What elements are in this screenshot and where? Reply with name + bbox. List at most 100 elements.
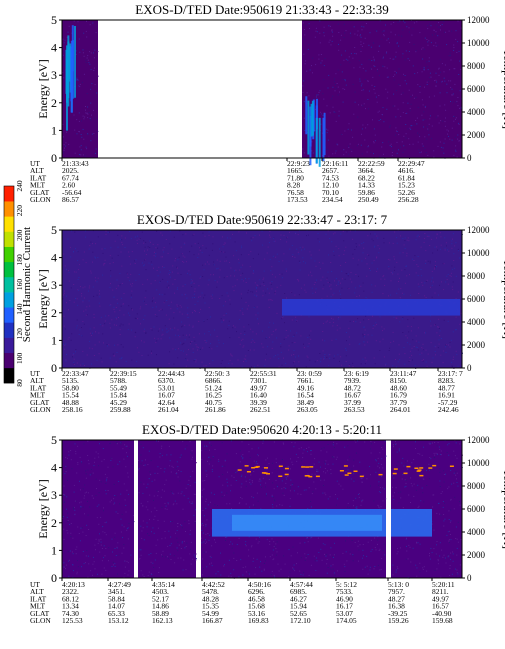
noise-pixel xyxy=(288,345,290,347)
noise-pixel xyxy=(346,231,348,233)
noise-pixel xyxy=(76,319,78,321)
noise-pixel xyxy=(150,511,152,513)
noise-pixel xyxy=(419,353,421,355)
noise-pixel xyxy=(205,525,207,527)
noise-pixel xyxy=(162,266,163,268)
noise-pixel xyxy=(373,259,375,261)
noise-pixel xyxy=(320,54,322,55)
noise-pixel xyxy=(115,511,117,513)
noise-pixel xyxy=(72,354,74,356)
noise-pixel xyxy=(157,275,159,277)
noise-pixel xyxy=(433,452,435,454)
noise-pixel xyxy=(265,459,267,461)
noise-pixel xyxy=(330,262,332,263)
noise-pixel xyxy=(285,482,287,484)
noise-pixel xyxy=(381,156,383,158)
noise-pixel xyxy=(275,256,277,258)
noise-pixel xyxy=(151,301,153,303)
noise-pixel xyxy=(274,240,276,242)
noise-pixel xyxy=(64,494,66,496)
orbit-cell: 261.86 xyxy=(205,405,226,414)
noise-pixel xyxy=(321,448,323,450)
orbit-cell: 4:27:49 xyxy=(108,580,131,589)
noise-pixel xyxy=(355,274,357,275)
noise-pixel xyxy=(303,347,305,349)
noise-pixel xyxy=(174,500,176,502)
noise-pixel xyxy=(424,233,426,234)
noise-pixel xyxy=(398,502,400,504)
orbit-cell: 263.53 xyxy=(344,405,365,414)
noise-pixel xyxy=(151,574,153,575)
noise-pixel xyxy=(161,489,163,491)
noise-pixel xyxy=(428,60,430,62)
noise-pixel xyxy=(138,469,140,471)
noise-pixel xyxy=(105,489,107,491)
noise-pixel xyxy=(269,299,271,301)
noise-pixel xyxy=(181,326,183,328)
noise-pixel xyxy=(292,546,294,548)
noise-pixel xyxy=(96,505,98,507)
noise-pixel xyxy=(453,508,455,510)
orbit-row-label: GLAT xyxy=(30,398,50,407)
orbit-cell: 3664. xyxy=(358,166,375,175)
noise-pixel xyxy=(409,350,411,352)
noise-pixel xyxy=(274,293,276,295)
noise-pixel xyxy=(413,317,415,319)
noise-pixel xyxy=(334,90,336,92)
noise-pixel xyxy=(420,246,422,248)
noise-pixel xyxy=(409,59,411,61)
noise-pixel xyxy=(66,529,68,531)
noise-pixel xyxy=(357,264,359,266)
noise-pixel xyxy=(84,286,86,288)
noise-pixel xyxy=(434,265,436,266)
noise-pixel xyxy=(217,505,218,506)
noise-pixel xyxy=(452,94,454,96)
noise-pixel xyxy=(359,544,361,546)
upper-harmonic-dash xyxy=(315,475,320,478)
noise-pixel xyxy=(286,270,287,272)
noise-pixel xyxy=(88,112,90,113)
noise-pixel xyxy=(65,457,67,459)
noise-pixel xyxy=(86,148,88,150)
noise-pixel xyxy=(283,234,285,236)
noise-pixel xyxy=(426,84,428,85)
noise-pixel xyxy=(245,278,246,280)
noise-pixel xyxy=(250,291,252,293)
noise-pixel xyxy=(63,566,65,568)
noise-pixel xyxy=(368,319,370,320)
noise-pixel xyxy=(84,484,86,486)
noise-pixel xyxy=(399,20,401,22)
noise-pixel xyxy=(445,346,446,348)
noise-pixel xyxy=(348,153,349,155)
noise-pixel xyxy=(268,463,270,464)
noise-pixel xyxy=(449,521,451,523)
noise-pixel xyxy=(75,248,76,250)
noise-pixel xyxy=(395,443,396,445)
noise-pixel xyxy=(143,576,145,577)
noise-pixel xyxy=(272,255,274,257)
noise-pixel xyxy=(323,79,325,81)
noise-pixel xyxy=(131,283,133,285)
noise-pixel xyxy=(389,259,391,261)
noise-pixel xyxy=(404,353,406,355)
noise-pixel xyxy=(161,309,163,311)
noise-pixel xyxy=(170,521,172,523)
noise-pixel xyxy=(451,483,453,485)
noise-pixel xyxy=(316,31,318,33)
noise-pixel xyxy=(261,486,262,488)
noise-pixel xyxy=(147,249,148,251)
noise-pixel xyxy=(396,90,397,92)
noise-pixel xyxy=(307,451,308,453)
noise-pixel xyxy=(410,326,412,328)
orbit-cell: 259.88 xyxy=(110,405,131,414)
noise-pixel xyxy=(338,110,340,112)
noise-pixel xyxy=(185,546,187,547)
noise-pixel xyxy=(440,236,442,238)
noise-pixel xyxy=(388,141,390,143)
noise-pixel xyxy=(418,149,420,151)
noise-pixel xyxy=(399,85,401,87)
noise-pixel xyxy=(426,279,428,281)
noise-pixel xyxy=(297,493,299,495)
noise-pixel xyxy=(166,300,168,301)
